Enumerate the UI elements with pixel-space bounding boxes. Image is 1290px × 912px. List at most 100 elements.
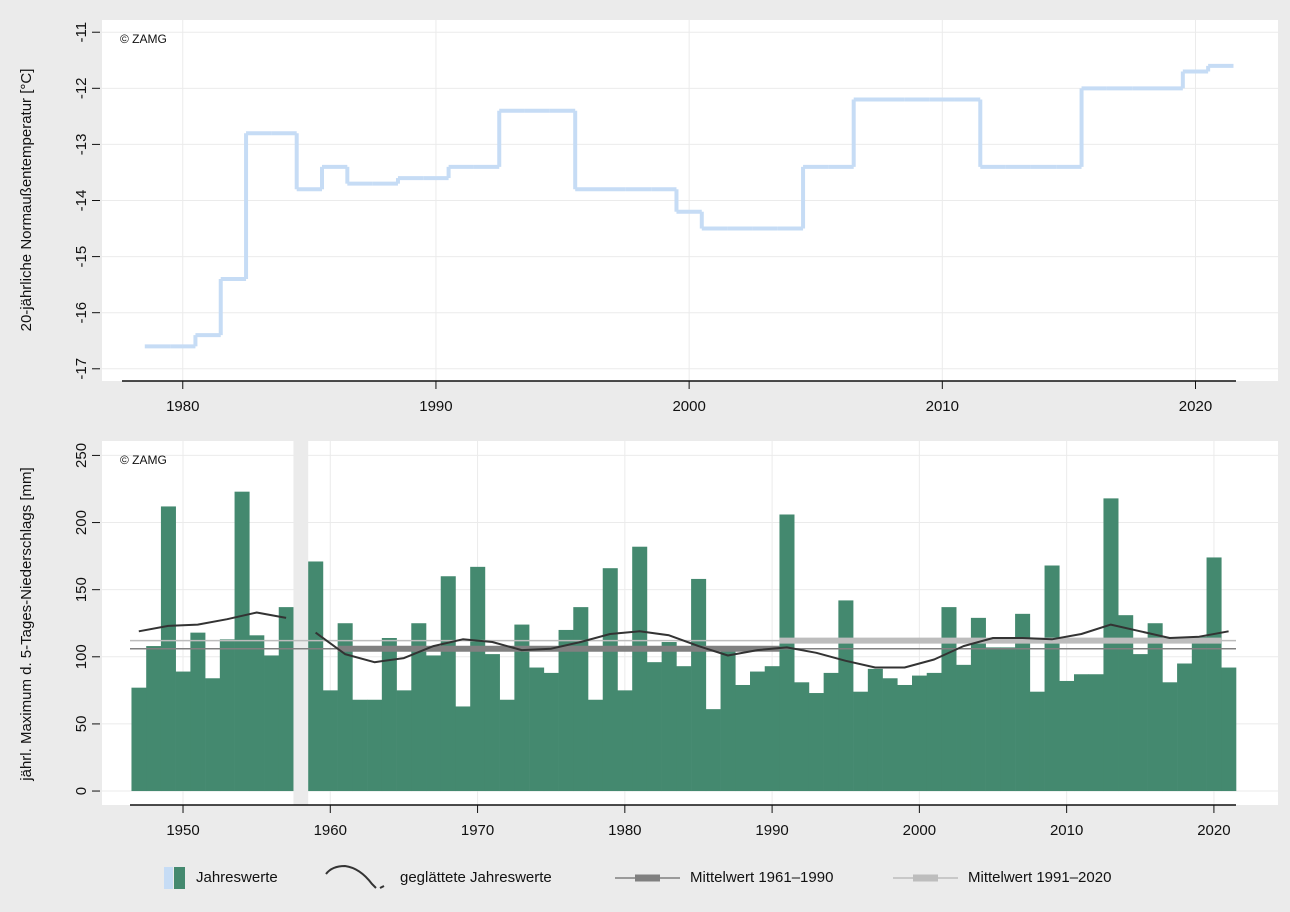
x-tick-label: 2020 <box>1179 398 1212 415</box>
bar <box>882 678 898 792</box>
legend-line <box>325 864 385 889</box>
bar <box>705 709 721 792</box>
x-tick-label: 1970 <box>461 822 494 839</box>
bar <box>691 578 707 792</box>
bar <box>264 655 280 792</box>
x-tick-label: 1990 <box>755 822 788 839</box>
bar <box>720 650 736 792</box>
bar <box>1191 636 1207 792</box>
bar <box>632 546 648 792</box>
legend-label: geglättete Jahreswerte <box>400 869 552 886</box>
legend-label: Mittelwert 1991–2020 <box>968 869 1111 886</box>
y-tick-label: -15 <box>73 246 90 268</box>
bar <box>426 655 442 792</box>
bar <box>912 675 928 792</box>
bar <box>926 672 942 792</box>
bar <box>779 514 795 792</box>
bar <box>337 623 353 792</box>
bar <box>1029 691 1045 792</box>
y-tick-label: 200 <box>73 510 90 535</box>
bar <box>529 667 545 792</box>
bar <box>1177 663 1193 792</box>
bar <box>956 664 972 792</box>
y-tick-label: 100 <box>73 644 90 669</box>
bar <box>278 607 294 792</box>
bar <box>838 600 854 792</box>
bar <box>588 699 604 792</box>
bar <box>808 693 824 792</box>
bar <box>381 637 397 792</box>
bar <box>396 690 412 792</box>
legend-label: Jahreswerte <box>196 869 278 886</box>
bar <box>794 682 810 792</box>
bar <box>190 632 206 792</box>
legend-swatch <box>164 867 173 889</box>
bar <box>897 684 913 792</box>
y-axis-title: jährl. Maximum d. 5-Tages-Niederschlags … <box>18 467 35 781</box>
x-tick-label: 1980 <box>166 398 199 415</box>
bar <box>970 617 986 792</box>
bar <box>853 691 869 792</box>
bar <box>205 678 221 792</box>
bar <box>352 699 368 792</box>
x-tick-label: 2010 <box>1050 822 1083 839</box>
y-tick-label: -13 <box>73 134 90 156</box>
bar <box>867 668 883 792</box>
bar <box>941 607 957 792</box>
bar <box>735 684 751 792</box>
y-tick-label: -14 <box>73 190 90 212</box>
bar <box>764 666 780 792</box>
bar <box>440 576 456 792</box>
bar <box>985 647 1001 792</box>
legend-label: Mittelwert 1961–1990 <box>690 869 833 886</box>
x-tick-label: 1990 <box>419 398 452 415</box>
bar <box>484 654 500 792</box>
bar <box>1059 680 1075 792</box>
legend-swatch <box>174 867 185 889</box>
y-tick-label: -17 <box>73 358 90 380</box>
bar <box>131 687 147 792</box>
bar <box>661 642 677 792</box>
bar <box>249 635 265 792</box>
y-tick-label: 50 <box>73 716 90 733</box>
bar <box>1118 615 1134 792</box>
x-tick-label: 1950 <box>166 822 199 839</box>
bar <box>1088 674 1104 792</box>
x-tick-label: 2020 <box>1197 822 1230 839</box>
bar <box>499 699 515 792</box>
gap-band <box>293 441 309 805</box>
bar <box>1132 654 1148 792</box>
bar <box>175 671 191 792</box>
bar <box>1015 613 1031 792</box>
bar <box>1221 667 1237 792</box>
bar <box>1044 565 1060 792</box>
bar <box>146 646 162 792</box>
bar <box>514 624 530 792</box>
legend: Jahreswerte geglättete Jahreswerte Mitte… <box>164 864 1111 889</box>
bar <box>1074 674 1090 792</box>
bar <box>750 671 766 792</box>
bar <box>367 699 383 792</box>
bar <box>455 706 471 792</box>
bar <box>1162 682 1178 792</box>
y-tick-label: 250 <box>73 443 90 468</box>
bar <box>558 629 574 792</box>
bar <box>1103 498 1119 792</box>
y-tick-label: -12 <box>73 77 90 99</box>
x-tick-label: 1980 <box>608 822 641 839</box>
x-tick-label: 2010 <box>926 398 959 415</box>
x-tick-label: 2000 <box>672 398 705 415</box>
y-tick-label: 0 <box>73 787 90 795</box>
annotation: © ZAMG <box>120 32 167 46</box>
bar <box>219 639 235 792</box>
bar <box>470 566 486 792</box>
bar <box>1206 557 1222 792</box>
y-tick-label: -11 <box>73 22 90 43</box>
y-tick-label: -16 <box>73 302 90 324</box>
bar <box>322 690 338 792</box>
bar <box>573 607 589 792</box>
bar <box>308 561 324 792</box>
bar <box>617 690 633 792</box>
bar <box>823 672 839 792</box>
